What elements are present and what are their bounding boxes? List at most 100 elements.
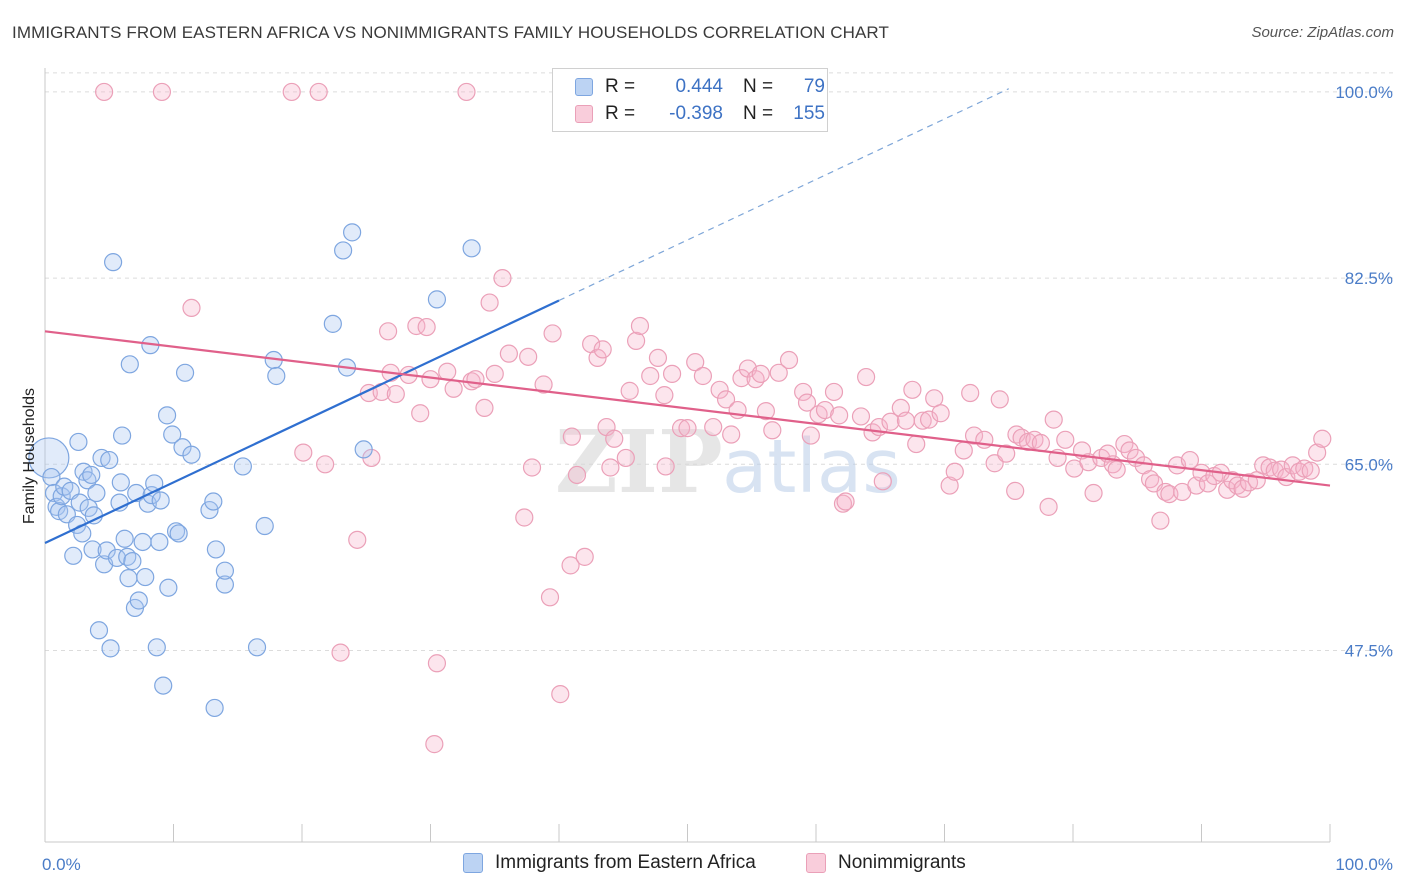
nonimmigrant-point — [763, 421, 782, 440]
eastern-africa-point — [112, 426, 132, 445]
eastern-africa-point — [255, 516, 274, 536]
nonimmigrant-point — [534, 375, 553, 394]
eastern-africa-point — [100, 450, 119, 470]
legend-label: Immigrants from Eastern Africa — [495, 852, 756, 873]
source-credit: Source: ZipAtlas.com — [1251, 24, 1394, 41]
nonimmigrant-point — [386, 384, 405, 404]
nonimmigrant-point — [417, 317, 436, 337]
nonimmigrant-point — [824, 382, 844, 402]
nonimmigrant-point — [913, 411, 932, 430]
nonimmigrant-point — [616, 448, 635, 468]
nonimmigrant-point — [543, 324, 562, 343]
nonimmigrant-point — [954, 441, 973, 460]
eastern-africa-point — [154, 676, 173, 695]
n-value: 79 — [803, 76, 825, 97]
nonimmigrant-point — [522, 458, 542, 477]
legend-item-eastern-africa: Immigrants from Eastern Africa — [463, 852, 756, 874]
r-value: -0.398 — [669, 103, 723, 124]
eastern-africa-point — [97, 541, 116, 560]
eastern-africa-point — [101, 639, 120, 658]
nonimmigrant-point — [466, 370, 485, 389]
eastern-africa-point — [119, 569, 138, 588]
eastern-africa-point — [150, 532, 169, 552]
nonimmigrant-point — [997, 444, 1016, 463]
eastern-africa-point — [120, 355, 139, 374]
nonimmigrant-point — [1313, 429, 1332, 448]
eastern-africa-point — [343, 223, 362, 242]
nonimmigrant-point — [331, 643, 350, 662]
nonimmigrant-point — [716, 390, 736, 409]
nonimmigrant-point — [480, 293, 499, 312]
nonimmigrant-point — [562, 427, 581, 446]
nonimmigrant-point — [515, 508, 534, 527]
eastern-africa-point — [64, 546, 83, 565]
series-legend: Immigrants from Eastern Africa Nonimmigr… — [0, 852, 1406, 878]
nonimmigrant-point — [964, 426, 984, 445]
nonimmigrant-point — [704, 417, 723, 437]
eastern-africa-point — [129, 591, 148, 610]
nonimmigrant-point — [961, 383, 980, 403]
nonimmigrant-point — [540, 588, 560, 607]
eastern-africa-point — [133, 532, 152, 552]
nonimmigrant-point — [95, 82, 114, 102]
axes — [44, 68, 1331, 843]
r-label: R = — [605, 76, 636, 97]
nonimmigrant-point — [620, 381, 639, 400]
nonimmigrant-point — [671, 419, 691, 438]
eastern-africa-point — [169, 524, 188, 543]
nonimmigrant-point — [567, 465, 587, 485]
nonimmigrant-point — [1039, 497, 1058, 516]
eastern-africa-point — [151, 491, 170, 510]
nonimmigrant-point — [797, 393, 817, 412]
r-label: R = — [605, 103, 636, 124]
tick-labels: 47.5% 65.0% 82.5% 100.0% 0.0% 100.0% — [42, 83, 1393, 874]
nonimmigrant-point — [519, 347, 538, 366]
nonimmigrant-point — [686, 353, 705, 372]
nonimmigrant-point — [1198, 474, 1218, 493]
nonimmigrant-point — [1107, 460, 1126, 479]
n-label: N = — [743, 103, 774, 124]
nonimmigrant-point — [648, 348, 668, 368]
x-tick-label: 100.0% — [1335, 855, 1393, 874]
eastern-africa-point — [182, 445, 201, 464]
nonimmigrant-point — [769, 363, 788, 382]
nonimmigrant-point — [857, 367, 876, 387]
nonimmigrant-point — [499, 344, 518, 363]
nonimmigrant-point — [152, 82, 172, 102]
trend-lines — [44, 88, 1331, 545]
nonimmigrant-point — [444, 379, 463, 398]
eastern-africa-trend-line — [44, 299, 560, 545]
nonimmigrant-point — [1151, 511, 1170, 530]
nonimmigrant-point — [294, 443, 313, 462]
eastern-africa-point — [104, 253, 123, 272]
eastern-africa-point — [87, 483, 106, 503]
eastern-africa-point — [69, 432, 88, 452]
eastern-africa-point — [215, 575, 234, 594]
nonimmigrant-point — [425, 735, 444, 754]
nonimmigrant-point — [282, 82, 301, 102]
n-label: N = — [743, 76, 774, 97]
nonimmigrant-point — [1006, 481, 1025, 500]
nonimmigrant-point — [1084, 483, 1103, 503]
x-tick-label: 0.0% — [42, 855, 81, 874]
eastern-africa-point — [157, 406, 177, 425]
eastern-africa-point — [323, 314, 342, 333]
nonimmigrant-point — [457, 82, 476, 102]
eastern-africa-point — [115, 529, 134, 548]
nonimmigrant-point — [833, 494, 853, 513]
nonimmigrant-point — [348, 530, 367, 549]
nonimmigrant-point — [1056, 430, 1075, 449]
eastern-africa-point — [267, 366, 286, 386]
eastern-africa-point — [82, 465, 101, 485]
nonimmigrant-point — [1120, 441, 1139, 460]
nonimmigrant-point — [931, 404, 950, 423]
nonimmigrant-point — [1044, 410, 1063, 429]
nonimmigrant-point — [1031, 433, 1050, 453]
nonimmigrant-point — [601, 458, 620, 477]
nonimmigrant-point — [722, 425, 741, 444]
r-value: 0.444 — [675, 76, 723, 97]
nonimmigrant-point — [641, 366, 660, 386]
nonimmigrant-point — [940, 476, 959, 495]
eastern-africa-point — [89, 621, 109, 640]
